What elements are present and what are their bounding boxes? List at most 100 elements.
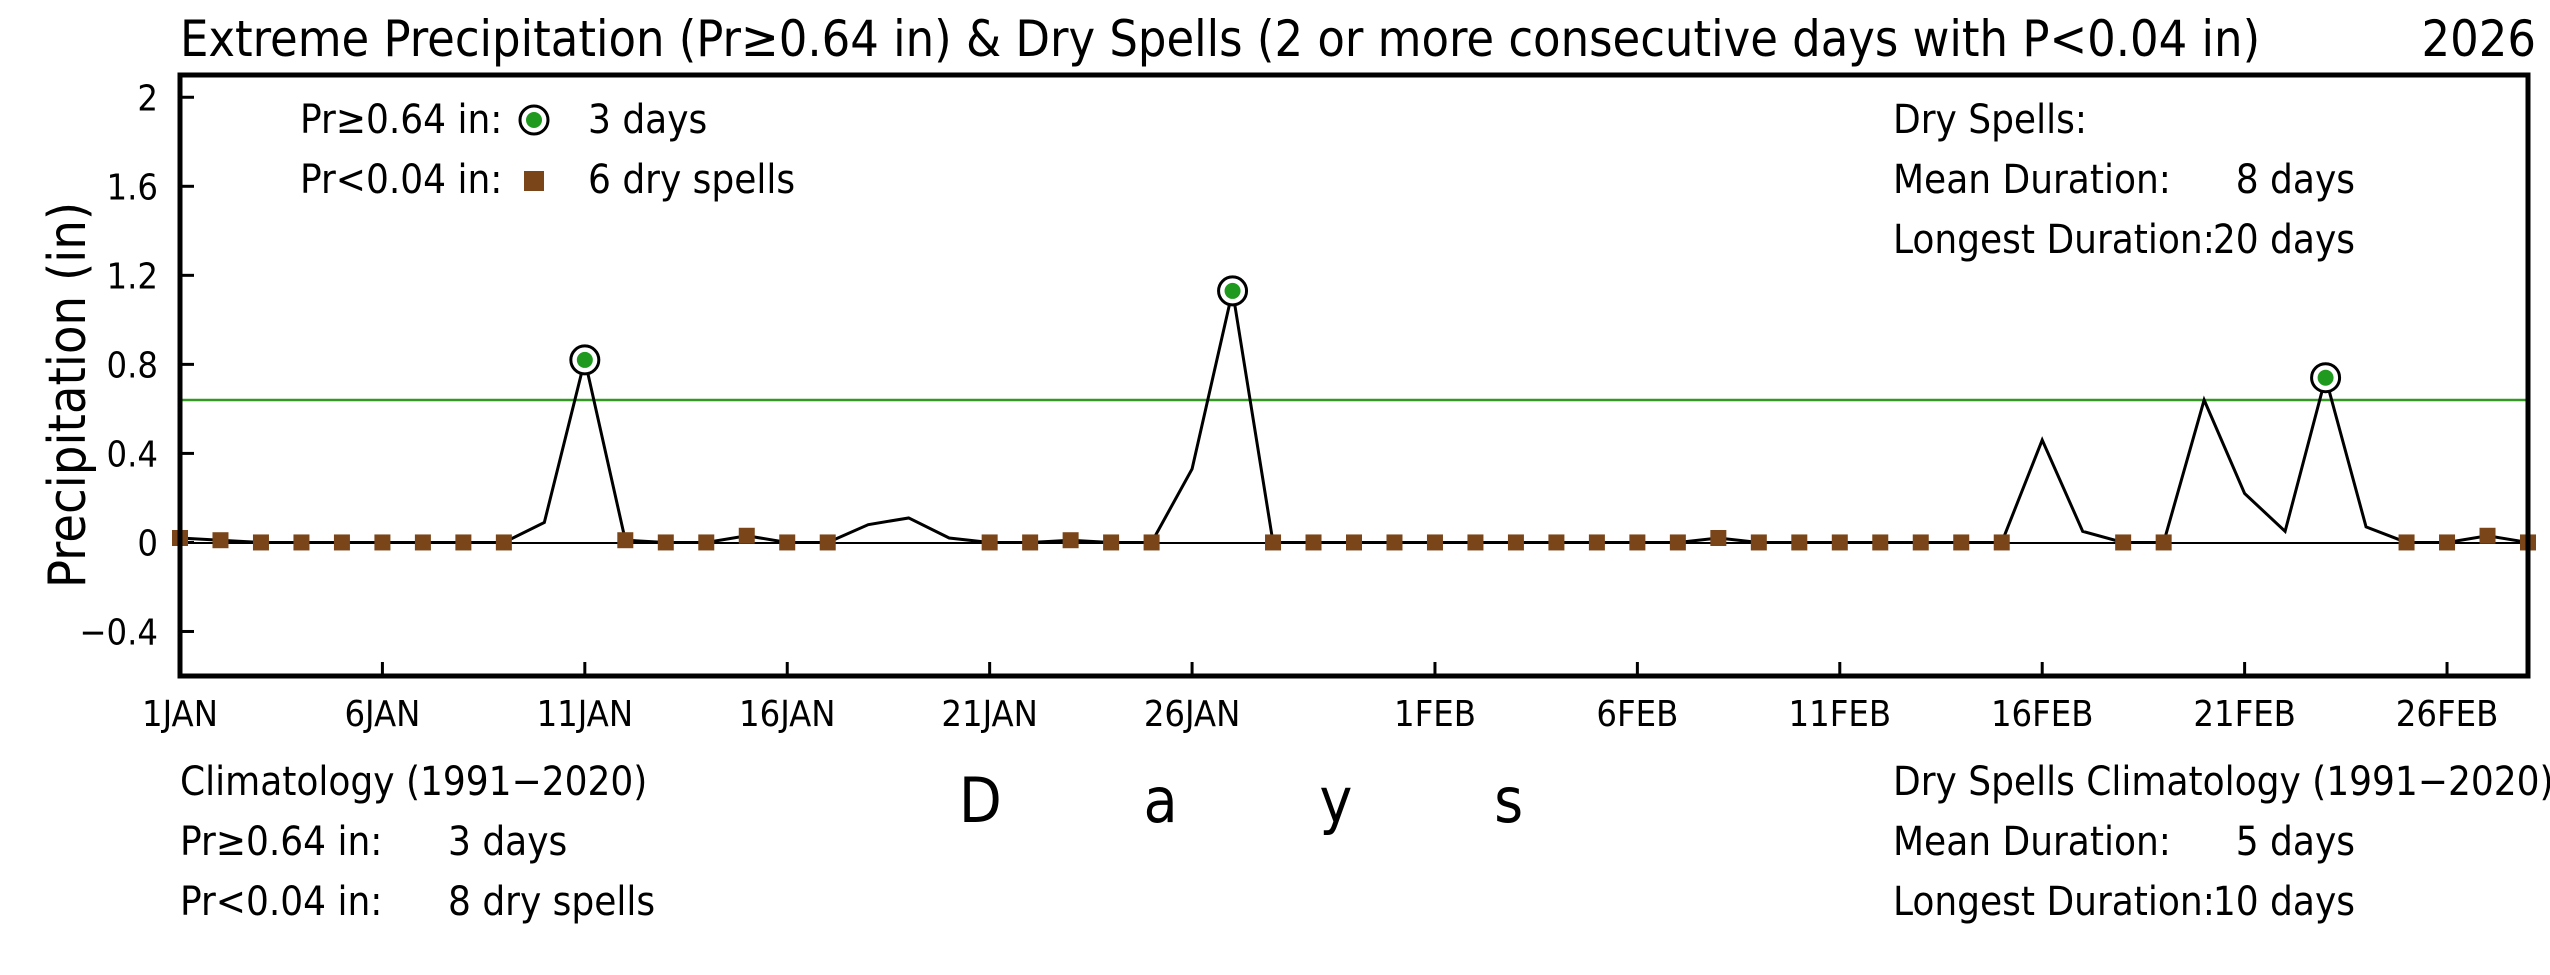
dry-day-marker (333, 534, 350, 551)
dry-day-marker (2398, 534, 2415, 551)
y-tick-label: 1.2 (107, 256, 159, 297)
y-axis-label: Precipitation (in) (38, 202, 98, 588)
dry-day-marker (212, 532, 229, 549)
x-tick-label: 21FEB (2193, 694, 2296, 735)
legend-dry-icon (524, 171, 544, 191)
dry-day-marker (1143, 534, 1160, 551)
dry-climatology-mean-label: Mean Duration: (1893, 819, 2171, 865)
climatology-dry-label: Pr<0.04 in: (180, 879, 382, 925)
chart-title: Extreme Precipitation (Pr≥0.64 in) & Dry… (180, 10, 2260, 68)
dry-day-marker (1872, 534, 1889, 551)
chart-year: 2026 (2422, 10, 2536, 68)
dry-climatology-summary: Dry Spells Climatology (1991−2020) Mean … (1893, 759, 2550, 925)
dry-day-marker (738, 527, 755, 544)
y-tick-label: 0.4 (107, 434, 159, 475)
plot-frame (177, 72, 2531, 679)
dry-day-marker (698, 534, 715, 551)
dry-climatology-heading: Dry Spells Climatology (1991−2020) (1893, 759, 2550, 805)
extreme-day-markers (569, 275, 2342, 394)
extreme-day-dot (1224, 282, 1241, 299)
climatology-heading: Climatology (1991−2020) (180, 759, 647, 805)
dry-day-marker (1103, 534, 1120, 551)
dry-day-marker (1953, 534, 1970, 551)
x-tick-label: 21JAN (941, 694, 1038, 735)
dry-climatology-mean-value: 5 days (2236, 819, 2355, 865)
dry-day-marker (1507, 534, 1524, 551)
x-tick-label: 1FEB (1394, 694, 1476, 735)
y-tick-label: 0 (137, 523, 158, 564)
x-tick-label: 11FEB (1789, 694, 1892, 735)
dry-day-marker (1669, 534, 1686, 551)
x-tick-label: 6JAN (344, 694, 420, 735)
legend-extreme-value: 3 days (588, 97, 707, 143)
dry-day-marker (1426, 534, 1443, 551)
dry-day-marker (1993, 534, 2010, 551)
dry-day-marker (252, 534, 269, 551)
dry-day-marker (1386, 534, 1403, 551)
x-tick-label: 1JAN (142, 694, 218, 735)
dry-spells-mean-value: 8 days (2236, 157, 2355, 203)
dry-day-marker (1346, 534, 1362, 551)
dry-day-marker (1791, 534, 1808, 551)
climatology-extreme-label: Pr≥0.64 in: (180, 819, 382, 865)
dry-day-marker (1831, 534, 1848, 551)
dry-day-marker (1548, 534, 1565, 551)
x-tick-label: 16JAN (739, 694, 836, 735)
legend-extreme-label: Pr≥0.64 in: (300, 97, 502, 143)
legend-dry-label: Pr<0.04 in: (300, 157, 502, 203)
plot-area: −0.4 0 0.4 0.8 1.2 1.6 2 1JAN 6JAN 11JAN 16JAN 21J… (79, 72, 2536, 735)
dry-day-marker (1588, 534, 1605, 551)
dry-day-marker (617, 532, 634, 549)
dry-day-marker (495, 534, 512, 551)
y-tick-label: 0.8 (107, 345, 159, 386)
dry-day-marker (293, 534, 310, 551)
dry-spells-summary: Dry Spells: Mean Duration: 8 days Longes… (1893, 97, 2355, 263)
dry-spells-longest-value: 20 days (2213, 217, 2355, 263)
dry-day-marker (981, 534, 998, 551)
dry-climatology-longest-value: 10 days (2213, 879, 2355, 925)
climatology-summary: Climatology (1991−2020) Pr≥0.64 in: 3 da… (180, 759, 655, 925)
dry-spells-heading: Dry Spells: (1893, 97, 2087, 143)
y-axis-ticks: −0.4 0 0.4 0.8 1.2 1.6 2 (79, 78, 194, 653)
x-tick-label: 26JAN (1144, 694, 1241, 735)
dry-day-marker (2439, 534, 2456, 551)
dry-day-marker (1912, 534, 1929, 551)
dry-day-markers (172, 527, 2536, 551)
x-axis-ticks: 1JAN 6JAN 11JAN 16JAN 21JAN 26JAN 1FEB 6FEB 11FE… (142, 662, 2498, 735)
dry-day-marker (455, 534, 472, 551)
x-tick-label: 6FEB (1596, 694, 1678, 735)
dry-day-marker (374, 534, 391, 551)
dry-day-marker (779, 534, 796, 551)
x-axis-label: D a y s (959, 764, 1585, 837)
dry-spells-mean-label: Mean Duration: (1893, 157, 2171, 203)
precipitation-line (179, 290, 2529, 544)
dry-day-marker (1467, 534, 1484, 551)
dry-day-marker (1710, 529, 1727, 546)
y-tick-label: −0.4 (79, 612, 158, 653)
dry-day-marker (657, 534, 674, 551)
dry-day-marker (1265, 534, 1282, 551)
dry-day-marker (2155, 534, 2172, 551)
y-tick-label: 2 (137, 78, 158, 119)
legend-dry-value: 6 dry spells (588, 157, 795, 203)
dry-day-marker (1062, 532, 1079, 549)
dry-day-marker (1750, 534, 1767, 551)
dry-day-marker (414, 534, 431, 551)
dry-spells-longest-label: Longest Duration: (1893, 217, 2215, 263)
dry-climatology-longest-label: Longest Duration: (1893, 879, 2215, 925)
extreme-day-dot (576, 351, 593, 368)
y-tick-label: 1.6 (107, 167, 159, 208)
dry-day-marker (2115, 534, 2132, 551)
climatology-dry-value: 8 dry spells (448, 879, 655, 925)
dry-day-marker (2479, 527, 2496, 544)
x-tick-label: 26FEB (2396, 694, 2499, 735)
legend-extreme-dot (526, 112, 542, 128)
x-tick-label: 11JAN (537, 694, 634, 735)
dry-day-marker (1022, 534, 1039, 551)
dry-day-marker (1305, 534, 1322, 551)
climatology-extreme-value: 3 days (448, 819, 567, 865)
extreme-day-dot (2317, 369, 2334, 386)
x-tick-label: 16FEB (1991, 694, 2094, 735)
dry-day-marker (1629, 534, 1646, 551)
